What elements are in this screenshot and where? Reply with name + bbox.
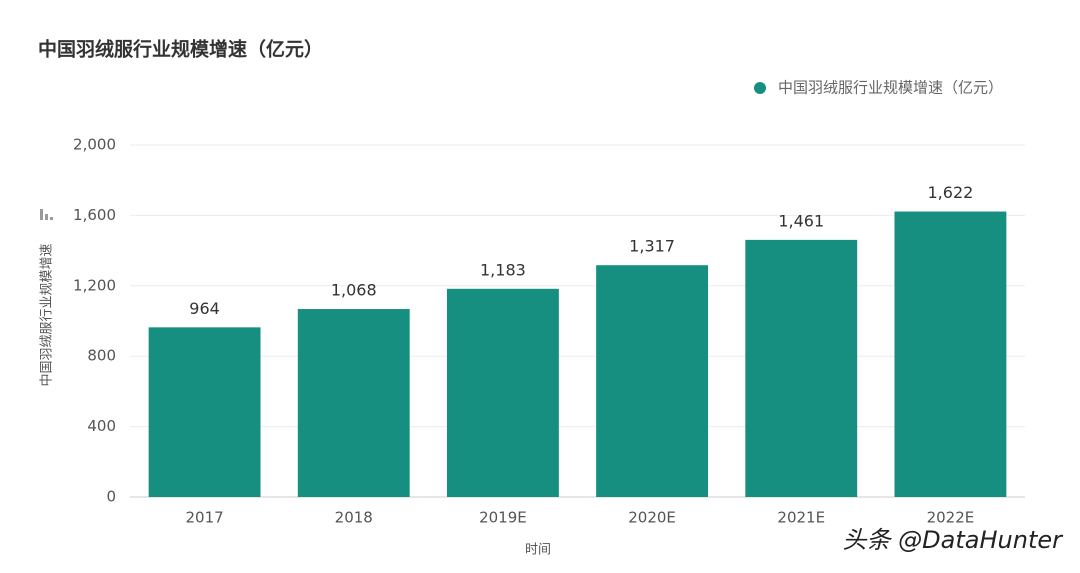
y-axis-label: 中国羽绒服行业规模增速 bbox=[40, 243, 55, 386]
y-axis-icon bbox=[40, 209, 53, 220]
x-tick-label: 2018 bbox=[335, 509, 373, 527]
data-label: 1,461 bbox=[778, 211, 824, 230]
x-axis-label: 时间 bbox=[525, 543, 551, 558]
watermark: 头条 @DataHunter bbox=[843, 526, 1065, 554]
chart-title: 中国羽绒服行业规模增速（亿元） bbox=[38, 38, 323, 61]
bar bbox=[894, 211, 1007, 497]
y-tick-label: 1,200 bbox=[73, 276, 116, 294]
bar bbox=[446, 288, 559, 497]
y-tick-label: 400 bbox=[87, 417, 116, 435]
y-tick-label: 800 bbox=[87, 347, 116, 365]
legend-label: 中国羽绒服行业规模增速（亿元） bbox=[778, 79, 1003, 97]
legend-marker bbox=[754, 82, 766, 94]
bar bbox=[297, 309, 410, 497]
data-label: 1,068 bbox=[331, 281, 377, 300]
bar bbox=[745, 239, 858, 497]
y-tick-label: 1,600 bbox=[73, 206, 116, 224]
x-tick-label: 2020E bbox=[628, 509, 676, 527]
y-tick-label: 0 bbox=[106, 488, 116, 506]
x-tick-label: 2022E bbox=[927, 509, 975, 527]
data-label: 1,317 bbox=[629, 237, 675, 256]
data-label: 1,622 bbox=[928, 183, 974, 202]
bar bbox=[148, 327, 261, 497]
x-tick-label: 2021E bbox=[777, 509, 825, 527]
y-tick-label: 2,000 bbox=[73, 136, 116, 154]
x-tick-label: 2019E bbox=[479, 509, 527, 527]
x-tick-label: 2017 bbox=[185, 509, 223, 527]
bar bbox=[596, 265, 709, 497]
data-label: 1,183 bbox=[480, 260, 526, 279]
data-label: 964 bbox=[189, 299, 220, 318]
